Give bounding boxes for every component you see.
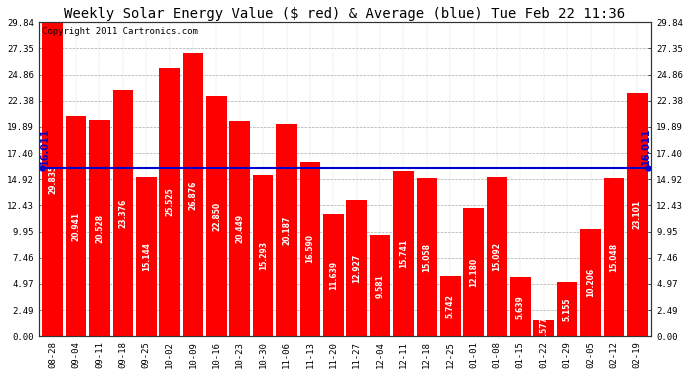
Text: 9.581: 9.581 (375, 274, 384, 298)
Bar (323, 214, 344, 336)
Bar (533, 320, 554, 336)
Bar (346, 200, 367, 336)
Text: 15.058: 15.058 (422, 243, 431, 272)
Text: Copyright 2011 Cartronics.com: Copyright 2011 Cartronics.com (41, 27, 197, 36)
Text: 22.850: 22.850 (212, 201, 221, 231)
Title: Weekly Solar Energy Value ($ red) & Average (blue) Tue Feb 22 11:36: Weekly Solar Energy Value ($ red) & Aver… (64, 7, 626, 21)
Bar (183, 53, 204, 336)
Text: 5.639: 5.639 (516, 295, 525, 318)
Text: 1.577: 1.577 (540, 316, 549, 340)
Bar (463, 208, 484, 336)
Bar (440, 276, 460, 336)
Bar (276, 124, 297, 336)
Bar (42, 22, 63, 336)
Text: 16.011: 16.011 (640, 127, 651, 165)
Bar (253, 175, 273, 336)
Text: 20.941: 20.941 (72, 211, 81, 241)
Text: 23.101: 23.101 (633, 200, 642, 229)
Bar (557, 282, 578, 336)
Bar (66, 116, 86, 336)
Bar (136, 177, 157, 336)
Text: 12.180: 12.180 (469, 258, 478, 287)
Bar (230, 121, 250, 336)
Bar (89, 120, 110, 336)
Text: 20.187: 20.187 (282, 215, 291, 245)
Text: 5.155: 5.155 (562, 297, 571, 321)
Bar (604, 178, 624, 336)
Bar (510, 277, 531, 336)
Bar (159, 68, 180, 336)
Bar (370, 236, 391, 336)
Text: 26.876: 26.876 (188, 180, 197, 210)
Text: 5.742: 5.742 (446, 294, 455, 318)
Bar (299, 162, 320, 336)
Text: 11.639: 11.639 (329, 261, 338, 290)
Bar (627, 93, 648, 336)
Bar (486, 177, 507, 336)
Text: 16.011: 16.011 (39, 127, 50, 165)
Text: 20.449: 20.449 (235, 214, 244, 243)
Text: 15.293: 15.293 (259, 241, 268, 270)
Text: 25.525: 25.525 (165, 188, 174, 216)
Text: 15.048: 15.048 (609, 243, 618, 272)
Text: 15.092: 15.092 (493, 242, 502, 272)
Text: 12.927: 12.927 (352, 254, 361, 283)
Text: 15.144: 15.144 (141, 242, 150, 271)
Bar (206, 96, 227, 336)
Bar (580, 229, 601, 336)
Bar (417, 178, 437, 336)
Text: 23.376: 23.376 (119, 199, 128, 228)
Text: 15.741: 15.741 (399, 239, 408, 268)
Text: 29.835: 29.835 (48, 165, 57, 194)
Bar (393, 171, 414, 336)
Bar (112, 90, 133, 336)
Text: 16.590: 16.590 (306, 234, 315, 264)
Text: 20.528: 20.528 (95, 214, 104, 243)
Text: 10.206: 10.206 (586, 268, 595, 297)
